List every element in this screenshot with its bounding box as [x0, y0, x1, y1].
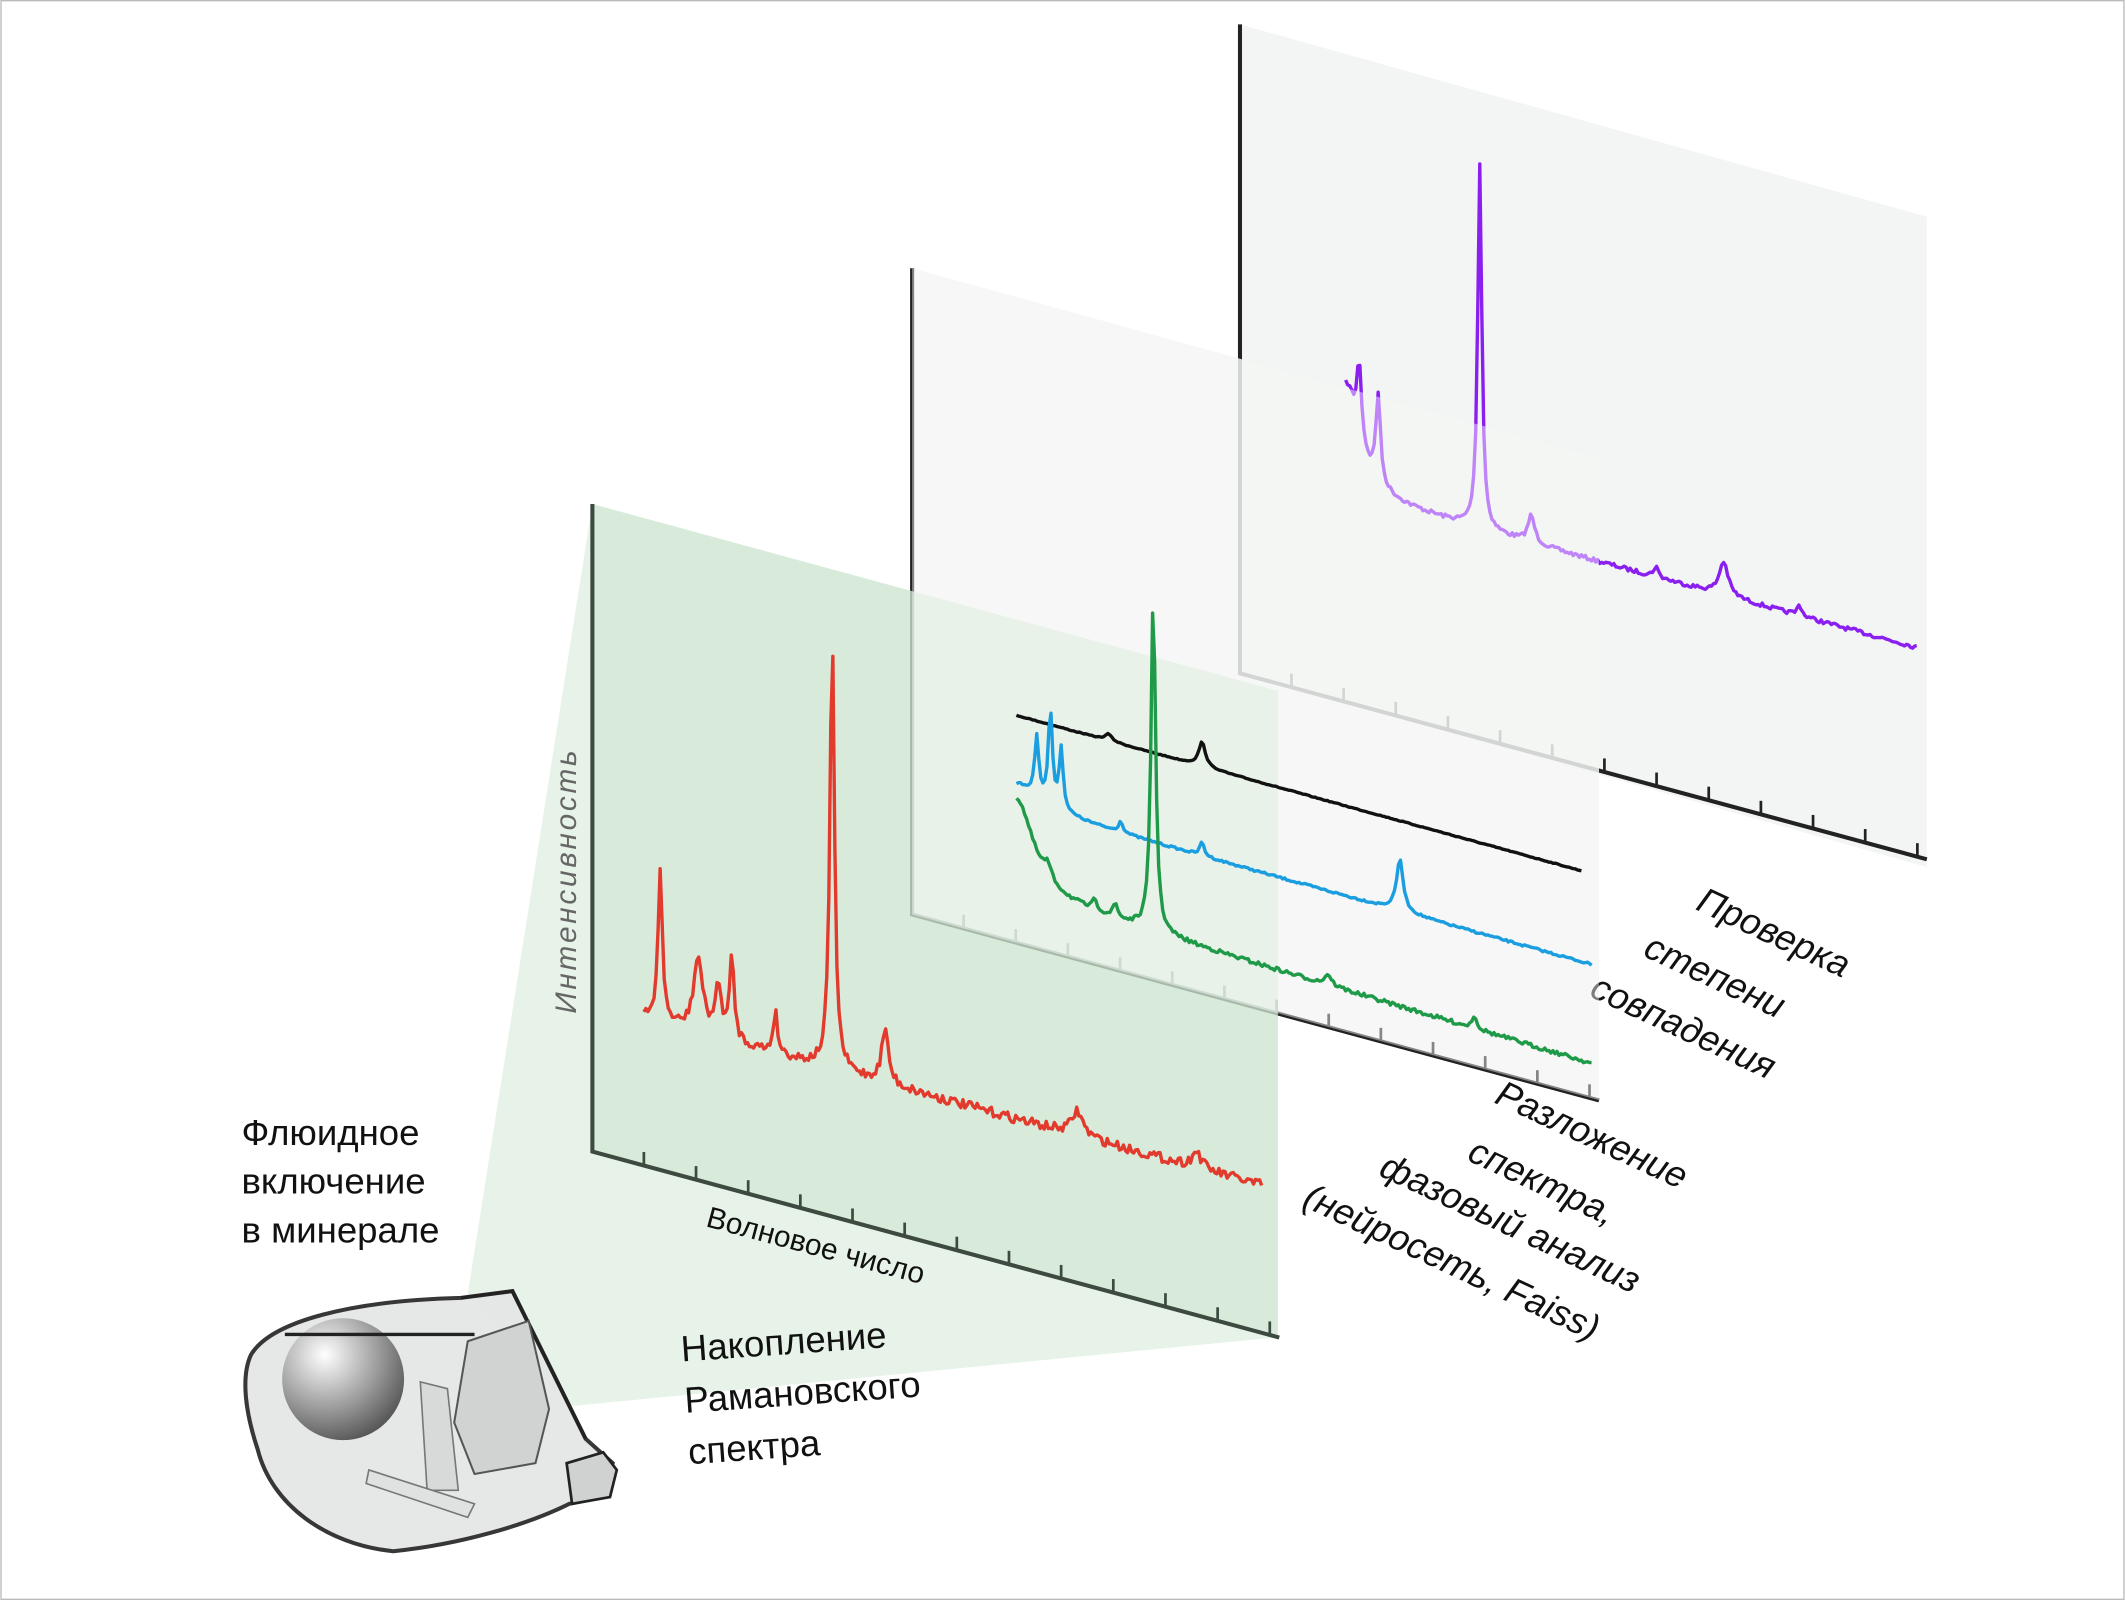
spectrum-red — [642, 654, 1264, 1187]
label-line: включение — [242, 1161, 426, 1202]
spectrum-black — [1015, 713, 1582, 873]
axis — [590, 503, 1280, 1340]
panel-1-axes — [590, 503, 1280, 1340]
crystal — [243, 1288, 619, 1554]
inclusion-label: Флюидное включение в минерале — [242, 1112, 440, 1251]
label-line: в минерале — [242, 1209, 440, 1250]
spectrum-green — [1015, 611, 1592, 1065]
spectrum-purple — [1344, 162, 1918, 650]
panel-1 — [592, 503, 1278, 1338]
overlay — [912, 268, 1599, 1101]
label-line: Флюидное — [242, 1112, 420, 1153]
spectrum-blue — [1015, 711, 1593, 967]
label-line: спектра — [687, 1422, 822, 1472]
y-axis-label: Интенсивность — [550, 748, 583, 1014]
